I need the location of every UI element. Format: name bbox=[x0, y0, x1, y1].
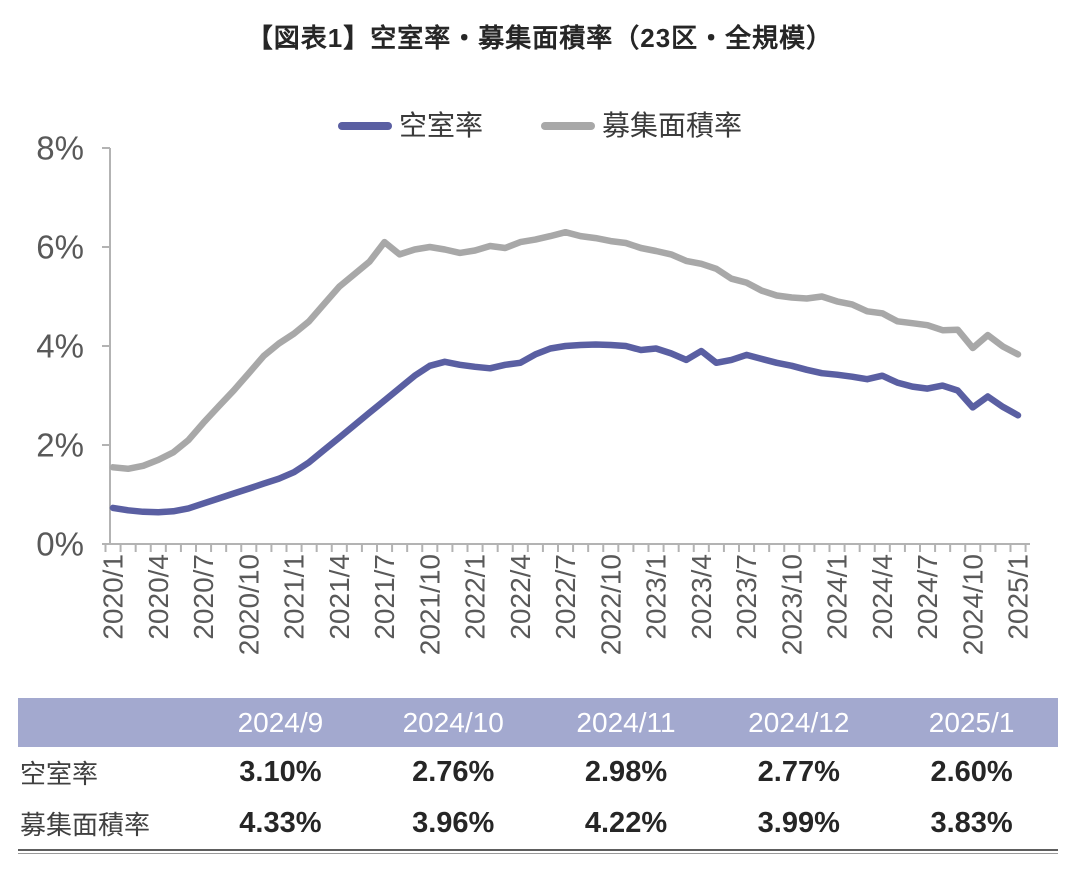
svg-text:2024/4: 2024/4 bbox=[867, 554, 898, 640]
svg-text:2020/4: 2020/4 bbox=[143, 554, 174, 640]
svg-text:2024/1: 2024/1 bbox=[822, 554, 853, 640]
svg-text:2023/1: 2023/1 bbox=[641, 554, 672, 640]
svg-text:4%: 4% bbox=[36, 328, 84, 365]
svg-text:0%: 0% bbox=[36, 526, 84, 563]
column-header: 2025/1 bbox=[928, 706, 1015, 738]
table-corner-cell bbox=[18, 698, 194, 747]
svg-text:2020/7: 2020/7 bbox=[188, 554, 219, 640]
svg-text:2021/4: 2021/4 bbox=[324, 554, 355, 640]
table-bottom-rule bbox=[18, 849, 1058, 854]
table-cell: 2.76% bbox=[412, 756, 495, 788]
svg-text:2021/1: 2021/1 bbox=[279, 554, 310, 640]
svg-text:2023/4: 2023/4 bbox=[686, 554, 717, 640]
svg-text:2022/10: 2022/10 bbox=[595, 554, 626, 655]
row-label: 募集面積率 bbox=[20, 810, 151, 840]
svg-text:2022/4: 2022/4 bbox=[505, 554, 536, 640]
svg-text:2020/10: 2020/10 bbox=[233, 554, 264, 655]
table-cell: 2.77% bbox=[757, 756, 840, 788]
svg-text:2024/10: 2024/10 bbox=[957, 554, 988, 655]
table-cell: 4.22% bbox=[584, 807, 668, 839]
vacancy-rate-legend-label: 空室率 bbox=[398, 110, 483, 141]
svg-text:2023/10: 2023/10 bbox=[776, 554, 807, 655]
table-cell: 3.10% bbox=[239, 756, 322, 788]
svg-text:2025/1: 2025/1 bbox=[1003, 554, 1034, 640]
row-label: 空室率 bbox=[20, 759, 99, 789]
legend-item-offered-area-rate: 募集面積率 bbox=[541, 112, 742, 140]
offered-area-rate-legend-label: 募集面積率 bbox=[602, 110, 743, 141]
table-cell: 3.83% bbox=[930, 807, 1013, 839]
table-cell: 3.96% bbox=[412, 807, 495, 839]
figure-title: 【図表1】空室率・募集面積率（23区・全規模） bbox=[246, 23, 834, 53]
table-cell: 3.99% bbox=[757, 807, 840, 839]
column-header: 2024/11 bbox=[576, 706, 676, 738]
table-cell: 2.98% bbox=[584, 756, 668, 788]
svg-text:2021/10: 2021/10 bbox=[414, 554, 445, 655]
legend-item-vacancy-rate: 空室率 bbox=[337, 110, 483, 141]
svg-text:2024/7: 2024/7 bbox=[912, 554, 943, 640]
chart-legend: 空室率 募集面積率 bbox=[0, 112, 1080, 140]
svg-text:2022/1: 2022/1 bbox=[460, 554, 491, 640]
svg-text:2022/7: 2022/7 bbox=[550, 554, 581, 640]
svg-text:8%: 8% bbox=[36, 130, 84, 167]
svg-text:2021/7: 2021/7 bbox=[369, 554, 400, 640]
svg-text:2%: 2% bbox=[36, 427, 84, 464]
table-row-vacancy-rate: 空室率 3.10% 2.76% 2.98% 2.77% 2.60% bbox=[18, 747, 1058, 798]
svg-text:6%: 6% bbox=[36, 229, 84, 266]
column-header: 2024/12 bbox=[748, 706, 850, 738]
column-header: 2024/10 bbox=[402, 706, 504, 738]
line-chart-canvas: 0% 2% 4% 6% 8% 2020/1 2020/4 2020/7 2020/10 2021/… bbox=[36, 130, 1034, 656]
table-cell: 4.33% bbox=[239, 807, 322, 839]
table-row-offered-area-rate: 募集面積率 4.33% 3.96% 4.22% 3.99% 3.83% bbox=[18, 798, 1058, 849]
vacancy-rate-line-swatch bbox=[337, 122, 392, 130]
offered-area-rate-line-swatch bbox=[541, 122, 595, 130]
table-cell: 2.60% bbox=[930, 756, 1013, 788]
svg-text:2023/7: 2023/7 bbox=[731, 554, 762, 640]
table-header-row: 2024/9 2024/10 2024/11 2024/12 2025/1 bbox=[18, 698, 1058, 747]
summary-table: 2024/9 2024/10 2024/11 2024/12 2025/1 空室… bbox=[18, 698, 1058, 854]
column-header: 2024/9 bbox=[237, 706, 324, 738]
svg-text:2020/1: 2020/1 bbox=[98, 554, 129, 640]
